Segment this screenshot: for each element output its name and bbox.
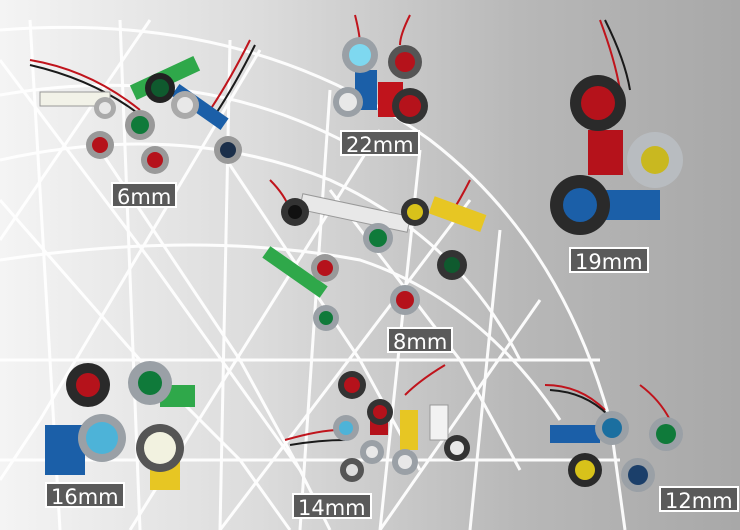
indicator-lens (581, 86, 615, 120)
indicator-lens (99, 102, 111, 114)
indicator-body (429, 404, 449, 441)
size-label-6mm: 6mm (111, 182, 178, 209)
indicator-lens (177, 97, 193, 113)
indicator-lens (151, 79, 169, 97)
indicator-lens (144, 432, 176, 464)
indicator-lens (656, 424, 676, 444)
indicator-lens (450, 441, 464, 455)
indicator-cluster-6mm (29, 39, 256, 174)
indicator-lens (92, 137, 108, 153)
indicator-lens (628, 465, 648, 485)
wire (544, 384, 606, 411)
wire (639, 384, 671, 421)
indicator-body (262, 246, 328, 298)
indicator-lens (339, 93, 357, 111)
indicator-lens (349, 44, 371, 66)
indicator-lens (147, 152, 163, 168)
indicator-lens (339, 421, 353, 435)
wire (29, 59, 141, 111)
indicator-lens (346, 464, 358, 476)
indicator-lens (86, 422, 118, 454)
size-label-22mm: 22mm (340, 130, 420, 157)
indicator-lens (602, 418, 622, 438)
wire (209, 39, 251, 111)
indicator-lens (641, 146, 669, 174)
indicator-body (45, 425, 85, 475)
indicator-cluster-16mm (45, 361, 195, 490)
wire (399, 14, 411, 46)
indicator-body (588, 130, 623, 175)
size-label-16mm: 16mm (45, 482, 125, 509)
wire (214, 44, 256, 116)
indicator-lens (407, 204, 423, 220)
indicator-lens (366, 446, 378, 458)
indicator-lens (369, 229, 387, 247)
indicator-cluster-8mm (262, 179, 487, 331)
wire (29, 64, 141, 116)
size-label-12mm: 12mm (659, 486, 739, 513)
indicator-cluster-22mm (333, 14, 428, 124)
indicator-lens (396, 291, 414, 309)
indicator-lens (138, 371, 162, 395)
indicator-lens (317, 260, 333, 276)
indicator-lens (319, 311, 333, 325)
indicator-lens (444, 257, 460, 273)
indicator-lens (373, 405, 387, 419)
indicator-lens (288, 205, 302, 219)
wire (599, 19, 621, 91)
indicator-lens (399, 95, 421, 117)
indicator-lens (220, 142, 236, 158)
indicator-cluster-12mm (544, 384, 683, 492)
size-label-19mm: 19mm (569, 247, 649, 274)
indicator-body (428, 196, 487, 233)
indicator-lens (395, 52, 415, 72)
wire (404, 364, 446, 396)
size-label-14mm: 14mm (292, 493, 372, 520)
wire (604, 19, 631, 91)
indicator-lens (344, 377, 360, 393)
indicator-cluster-14mm (284, 364, 470, 482)
indicator-body (550, 425, 600, 443)
indicator-body (400, 410, 418, 450)
wire (289, 439, 346, 446)
wire (549, 389, 609, 416)
indicator-lens (398, 455, 412, 469)
indicator-body (298, 193, 412, 233)
size-label-8mm: 8mm (387, 327, 454, 354)
indicator-lens (575, 460, 595, 480)
indicator-lens (131, 116, 149, 134)
indicator-lens (563, 188, 597, 222)
indicator-lens (76, 373, 100, 397)
indicator-cluster-19mm (550, 19, 683, 235)
